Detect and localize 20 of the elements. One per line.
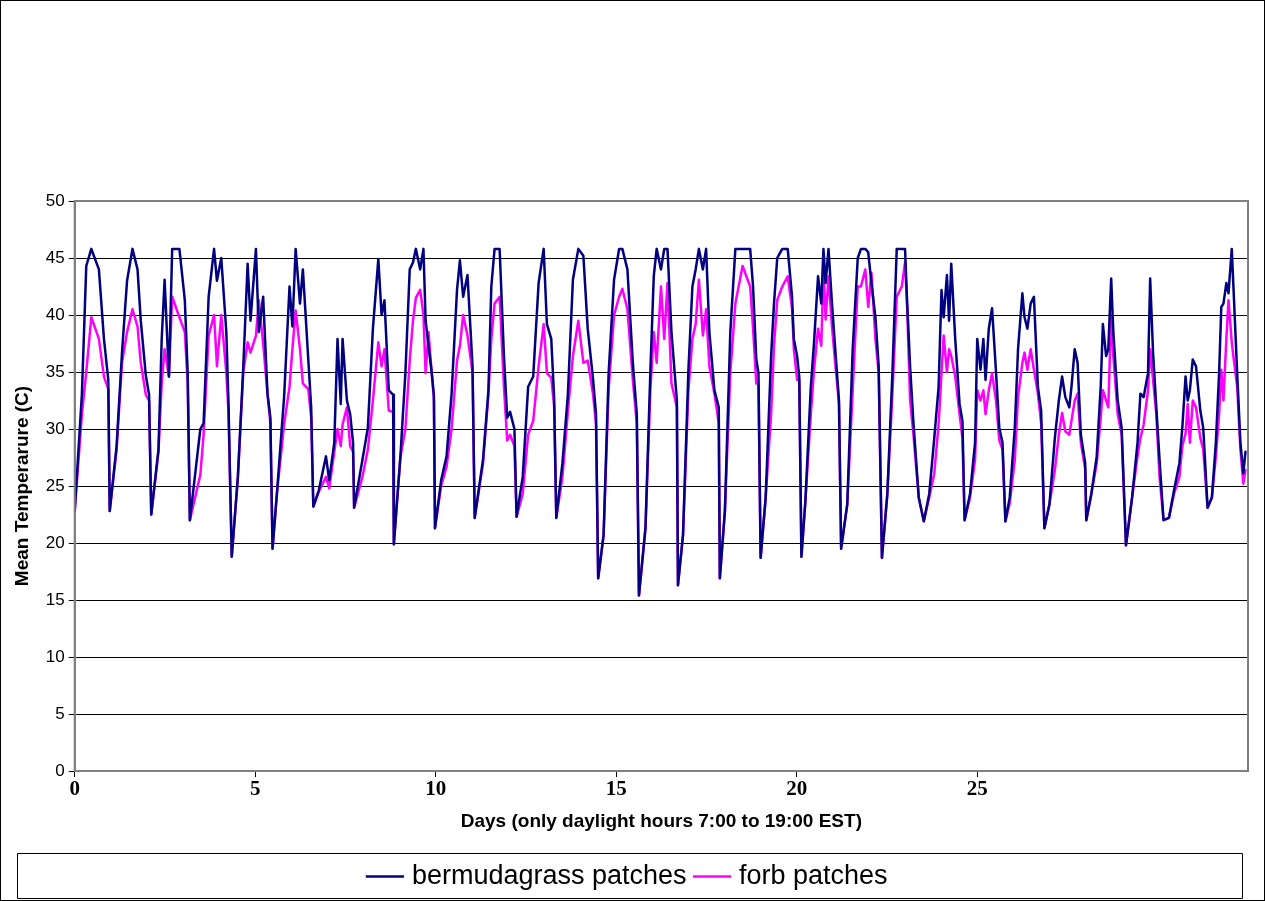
x-axis-title: Days (only daylight hours 7:00 to 19:00 EST) bbox=[460, 809, 862, 831]
y-tick-label: 35 bbox=[45, 361, 65, 381]
y-tick-label: 5 bbox=[55, 703, 65, 723]
legend-label: forb patches bbox=[739, 859, 888, 890]
y-tick-label: 30 bbox=[45, 418, 65, 438]
y-tick-label: 0 bbox=[55, 760, 65, 780]
y-tick-label: 20 bbox=[45, 532, 65, 552]
x-tick-label: 5 bbox=[249, 776, 261, 801]
x-tick-label: 10 bbox=[425, 776, 447, 801]
y-tick-label: 45 bbox=[45, 247, 65, 267]
x-tick-label: 25 bbox=[966, 776, 988, 801]
y-tick-label: 40 bbox=[45, 304, 65, 324]
y-tick-label: 50 bbox=[45, 190, 65, 210]
y-tick-label: 10 bbox=[45, 646, 65, 666]
x-tick-label: 15 bbox=[605, 776, 627, 801]
y-tick-label: 25 bbox=[45, 475, 65, 495]
y-tick-label: 15 bbox=[45, 589, 65, 609]
legend-label: bermudagrass patches bbox=[411, 859, 687, 890]
x-tick-label: 20 bbox=[786, 776, 808, 801]
y-axis-title: Mean Temperarure (C) bbox=[10, 385, 32, 587]
